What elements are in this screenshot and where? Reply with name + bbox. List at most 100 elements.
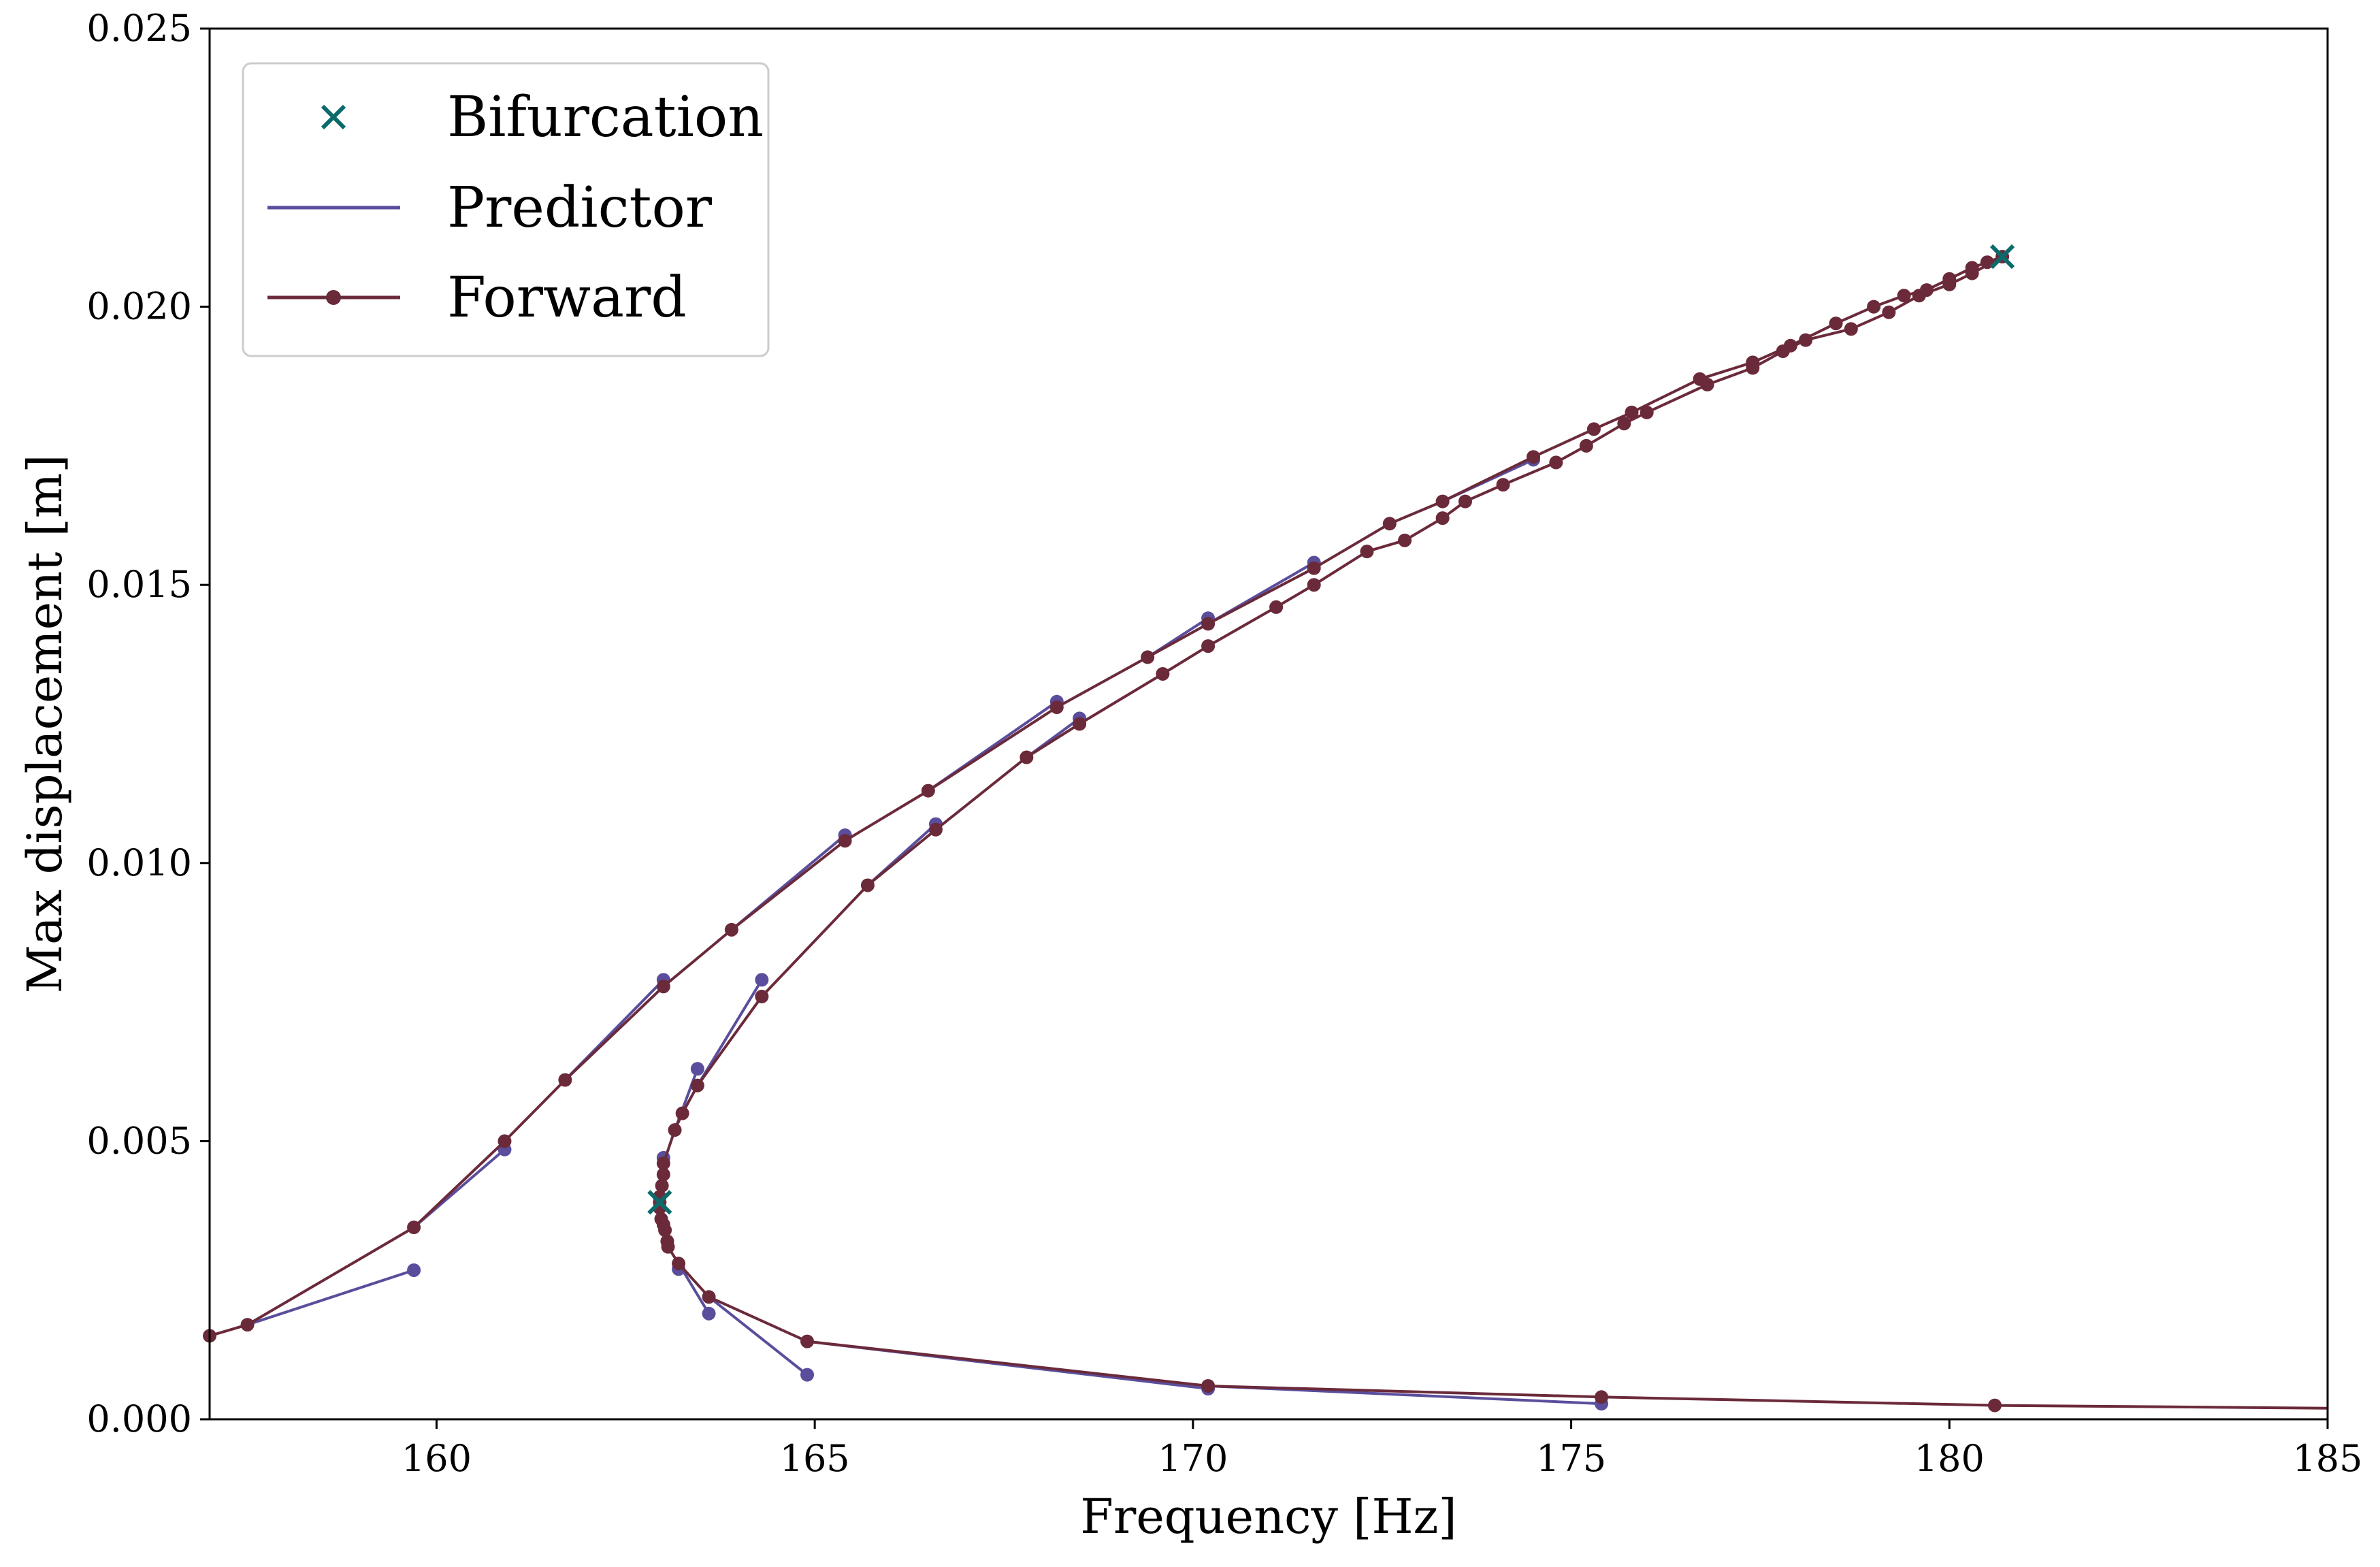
forward-point: [1912, 289, 1926, 303]
forward-point: [656, 980, 670, 994]
x-axis-ticks: 160 165 170 175 180 185: [402, 1419, 2363, 1480]
predictor-segment: [677, 1263, 711, 1314]
forward-point: [1776, 344, 1790, 358]
forward-point: [655, 1178, 669, 1193]
x-tick-label: 175: [1536, 1437, 1606, 1480]
forward-point: [1640, 405, 1654, 419]
bifurcation-series: [647, 244, 2015, 1215]
predictor-segment: [246, 1269, 414, 1326]
forward-point: [558, 1073, 572, 1087]
forward-point: [1073, 717, 1087, 731]
forward-point: [928, 822, 943, 837]
forward-point: [1746, 361, 1760, 375]
predictor-series: [246, 453, 1609, 1411]
forward-point: [1942, 277, 1957, 291]
x-tick-label: 180: [1914, 1437, 1985, 1480]
forward-point: [407, 1221, 421, 1235]
forward-line: [209, 255, 2328, 1410]
legend-label: Forward: [447, 265, 687, 330]
forward-point: [658, 1223, 672, 1238]
bifurcation-marker: [647, 1190, 672, 1215]
y-axis-label: Max displacement [m]: [17, 454, 73, 993]
forward-series: [203, 250, 2328, 1412]
forward-point: [675, 1106, 689, 1120]
forward-point: [800, 1334, 815, 1348]
y-tick-label: 0.000: [86, 1398, 192, 1440]
forward-point: [240, 1318, 255, 1332]
legend-entry: Forward: [267, 265, 687, 330]
forward-point: [1625, 405, 1639, 419]
forward-point: [1458, 494, 1472, 508]
predictor-segment: [708, 1295, 809, 1376]
forward-point: [1965, 266, 1979, 280]
y-tick-label: 0.020: [86, 285, 192, 328]
forward-point: [1201, 639, 1216, 653]
x-axis-label: Frequency [Hz]: [1080, 1489, 1456, 1545]
forward-point: [1435, 511, 1450, 526]
forward-point: [1595, 1390, 1609, 1404]
y-tick-label: 0.005: [86, 1119, 192, 1162]
predictor-point: [690, 1062, 704, 1076]
y-tick-label: 0.025: [86, 7, 192, 50]
legend-entry: Bifurcation: [321, 85, 764, 150]
forward-point: [1897, 289, 1911, 303]
forward-point: [1829, 317, 1843, 331]
forward-point: [702, 1290, 716, 1304]
bifurcation-marker: [1989, 244, 2015, 270]
forward-point: [1527, 450, 1540, 464]
forward-point: [724, 922, 738, 937]
forward-point: [1382, 517, 1397, 531]
legend-label: Predictor: [447, 176, 713, 240]
forward-point: [1156, 666, 1170, 681]
forward-point: [1360, 545, 1374, 559]
forward-point: [656, 1157, 670, 1171]
forward-point: [1987, 1398, 2002, 1412]
forward-point: [1398, 533, 1412, 547]
x-tick-label: 170: [1158, 1437, 1228, 1480]
legend-box: [242, 62, 770, 357]
forward-point: [1799, 333, 1813, 347]
forward-point: [1617, 417, 1631, 431]
forward-point: [1586, 422, 1601, 436]
legend: Bifurcation Predictor Forward: [242, 62, 770, 357]
axes-frame: [208, 27, 2329, 1421]
predictor-point: [407, 1263, 421, 1277]
forward-point: [656, 1167, 670, 1182]
forward-point: [838, 834, 852, 848]
y-tick-label: 0.010: [86, 841, 192, 884]
forward-point: [1141, 650, 1155, 664]
x-tick-label: 160: [402, 1437, 472, 1480]
forward-point: [1201, 1378, 1216, 1393]
forward-point: [1882, 305, 1896, 319]
forward-point: [672, 1257, 686, 1271]
forward-point: [1496, 478, 1510, 492]
predictor-point: [702, 1306, 716, 1321]
forward-point: [1549, 455, 1563, 470]
forward-point: [860, 878, 875, 892]
forward-point: [498, 1134, 512, 1148]
y-tick-label: 0.015: [86, 563, 192, 606]
y-axis-ticks: 0.000 0.005 0.010 0.015 0.020 0.025: [86, 7, 210, 1440]
forward-point: [690, 1078, 704, 1093]
forward-point: [1307, 578, 1321, 592]
predictor-point: [800, 1368, 815, 1382]
x-tick-label: 185: [2292, 1437, 2362, 1480]
forward-point: [1307, 561, 1321, 575]
forward-point: [921, 784, 935, 798]
x-tick-label: 165: [780, 1437, 850, 1480]
forward-point: [1020, 750, 1034, 764]
forward-point: [1269, 600, 1284, 614]
forward-point: [661, 1240, 675, 1254]
forward-point: [1867, 300, 1881, 314]
legend-x-icon: [321, 104, 346, 130]
legend-label: Bifurcation: [447, 85, 764, 150]
bifurcation-x-stroke: [1989, 244, 2015, 270]
forward-point: [1579, 438, 1593, 453]
forward-point: [1435, 494, 1450, 508]
bifurcation-x-stroke: [647, 1190, 672, 1215]
forward-point: [755, 989, 769, 1003]
legend-dot-icon: [326, 290, 341, 305]
forward-point: [1844, 322, 1858, 336]
